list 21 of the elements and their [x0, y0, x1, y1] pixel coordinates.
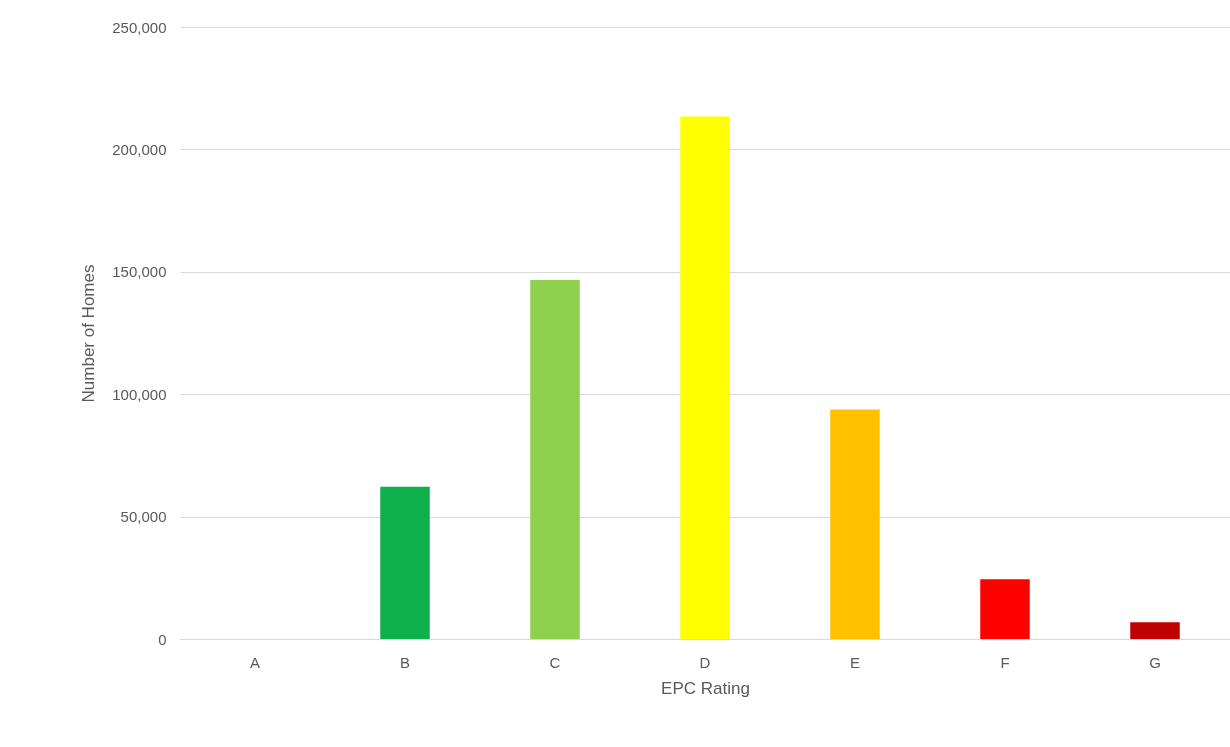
x-tick-label: D: [699, 653, 711, 671]
x-tick-label: A: [249, 653, 261, 671]
y-tick-label: 0: [158, 630, 167, 648]
bar: [980, 579, 1030, 639]
x-tick-label: E: [849, 653, 861, 671]
y-tick-label: 250,000: [112, 18, 167, 36]
x-tick-label: F: [1000, 653, 1010, 671]
y-tick-label: 200,000: [112, 140, 167, 158]
x-tick-label: C: [549, 653, 561, 671]
bar: [380, 486, 430, 639]
y-tick-label: 150,000: [112, 263, 167, 281]
x-tick-label: G: [1149, 653, 1161, 671]
bar: [530, 280, 580, 639]
x-tick-label: B: [399, 653, 411, 671]
y-axis-title: Number of Homes: [79, 264, 99, 403]
x-axis-title: EPC Rating: [661, 678, 750, 698]
bar: [680, 116, 730, 639]
y-tick-label: 50,000: [120, 508, 167, 526]
bar: [830, 409, 880, 639]
bar: [1130, 622, 1180, 639]
y-tick-label: 100,000: [112, 385, 167, 403]
